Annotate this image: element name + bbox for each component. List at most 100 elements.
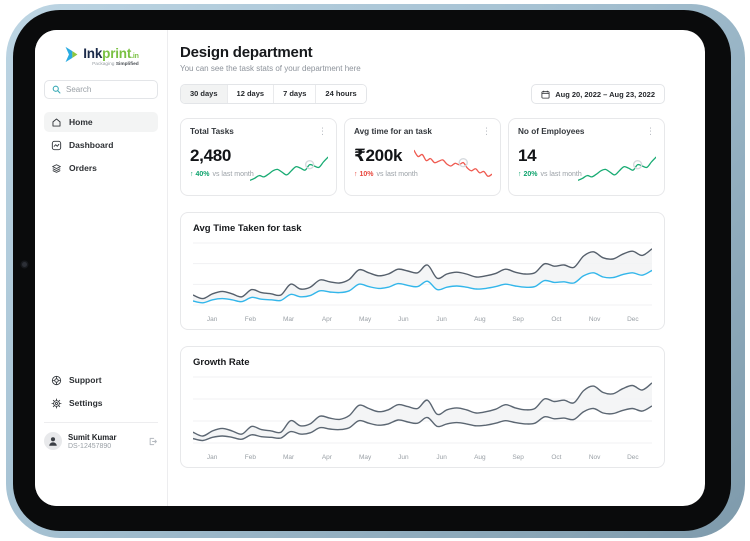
sidebar-item-label: Orders [69,163,97,173]
sparkline-chart [414,149,492,177]
search-icon [52,85,61,94]
month-label: Oct [551,316,562,323]
stat-change: ↑ 40% [190,171,210,178]
orders-layers-icon [52,163,61,173]
month-label: Nov [588,316,601,323]
home-icon [52,117,61,127]
stat-card-avg-time: Avg time for an task ⋮ ₹200k ↑ 10% vs la… [344,118,501,196]
stat-title: Avg time for an task [354,127,432,136]
logo-wordmark: Inkprint.in [83,46,139,61]
date-range-button[interactable]: Aug 20, 2022 – Aug 23, 2022 [531,84,665,104]
gear-icon [51,398,62,408]
stat-change: ↑ 20% [518,171,538,178]
brand-logo: Inkprint.in Packaging Simplified [44,46,158,67]
month-label: Jun [398,316,409,323]
page-title: Design department [180,44,313,61]
x-axis-month-labels: Jan Feb Mar Apr May Jun Jun Aug Sep Oct Nov Dec [193,316,652,323]
month-label: Feb [244,454,256,461]
app-screen: Inkprint.in Packaging Simplified [35,30,705,506]
user-name: Sumit Kumar [68,432,117,442]
tablet-bezel: Inkprint.in Packaging Simplified [13,10,731,531]
sidebar-item-dashboard[interactable]: Dashboard [44,135,158,155]
sparkline-chart [250,156,328,181]
sidebar-item-label: Settings [69,398,103,408]
stat-note: vs last month [376,171,418,178]
month-label: Feb [244,316,256,323]
tablet-frame: Inkprint.in Packaging Simplified [6,4,745,538]
growth-rate-line-chart [193,376,652,444]
sidebar-divider [44,422,158,423]
filter-30-days[interactable]: 30 days [181,85,227,103]
dashboard-icon [51,140,62,150]
sidebar: Inkprint.in Packaging Simplified [35,30,168,506]
chart-title: Growth Rate [193,357,250,368]
stat-change: ↑ 10% [354,171,374,178]
month-label: Sep [512,316,524,323]
stat-note: vs last month [540,171,582,178]
sidebar-item-home[interactable]: Home [44,112,158,132]
stat-note: vs last month [212,171,254,178]
filter-row: 30 days 12 days 7 days 24 hours Aug 20, … [180,84,665,104]
kebab-menu-icon[interactable]: ⋮ [318,126,327,136]
month-label: Apr [321,454,332,461]
month-label: Oct [551,454,562,461]
x-axis-month-labels: Jan Feb Mar Apr May Jun Jun Aug Sep Oct Nov Dec [193,454,652,461]
user-id: DS-12457890 [68,442,112,450]
chart-card-growth-rate: Growth Rate Jan Feb Mar Apr May Jun Jun Aug Sep O… [180,346,665,468]
logo-tagline: Packaging Simplified [92,62,139,67]
kebab-menu-icon[interactable]: ⋮ [646,126,655,136]
stat-card-employees: No of Employees ⋮ 14 ↑ 20% vs last month [508,118,665,196]
search-field[interactable] [66,85,146,94]
lifebuoy-icon [51,375,62,385]
logo-diamond-icon [65,46,78,63]
avatar [44,432,62,450]
calendar-icon [541,90,550,99]
sidebar-item-settings[interactable]: Settings [44,393,158,413]
sidebar-item-label: Support [69,375,102,385]
month-label: Jun [436,316,447,323]
month-label: Mar [283,454,295,461]
month-label: Dec [627,454,639,461]
sidebar-nav: Home Dashboard [44,112,158,178]
month-label: Jun [436,454,447,461]
month-label: May [358,316,372,323]
logout-icon[interactable] [147,436,158,447]
filter-12-days[interactable]: 12 days [226,85,274,103]
main-content: Design department You can see the task s… [168,30,705,506]
sidebar-item-support[interactable]: Support [44,370,158,390]
sparkline-chart [578,156,656,181]
month-label: Aug [474,316,486,323]
month-label: Jun [398,454,409,461]
date-range-label: Aug 20, 2022 – Aug 23, 2022 [555,89,655,99]
search-input[interactable] [44,80,158,99]
stats-row: Total Tasks ⋮ 2,480 ↑ 40% vs last month [180,118,665,196]
sidebar-item-label: Home [69,117,93,127]
chart-card-avg-time-taken: Avg Time Taken for task Jan Feb Mar Apr May J… [180,212,665,330]
kebab-menu-icon[interactable]: ⋮ [482,126,491,136]
sidebar-item-orders[interactable]: Orders [44,158,158,178]
front-camera-icon [22,262,27,267]
avg-time-line-chart [193,242,652,306]
month-label: Jan [206,316,218,323]
month-label: Nov [588,454,601,461]
month-label: Jan [206,454,218,461]
sidebar-item-label: Dashboard [69,140,114,150]
stat-title: No of Employees [518,127,585,136]
month-label: Aug [474,454,486,461]
stat-value: 14 [518,146,537,165]
stat-value: ₹200k [354,146,403,165]
filter-24-hours[interactable]: 24 hours [315,85,366,103]
stat-title: Total Tasks [190,127,234,136]
filter-7-days[interactable]: 7 days [273,85,316,103]
month-label: Dec [627,316,639,323]
chart-title: Avg Time Taken for task [193,223,302,234]
month-label: May [358,454,372,461]
user-profile[interactable]: Sumit Kumar DS-12457890 [44,432,158,450]
month-label: Apr [321,316,332,323]
time-range-segmented-control: 30 days 12 days 7 days 24 hours [180,84,367,104]
stat-card-total-tasks: Total Tasks ⋮ 2,480 ↑ 40% vs last month [180,118,337,196]
person-icon [49,437,57,446]
month-label: Sep [512,454,524,461]
sidebar-footer-nav: Support Settings [44,370,158,413]
